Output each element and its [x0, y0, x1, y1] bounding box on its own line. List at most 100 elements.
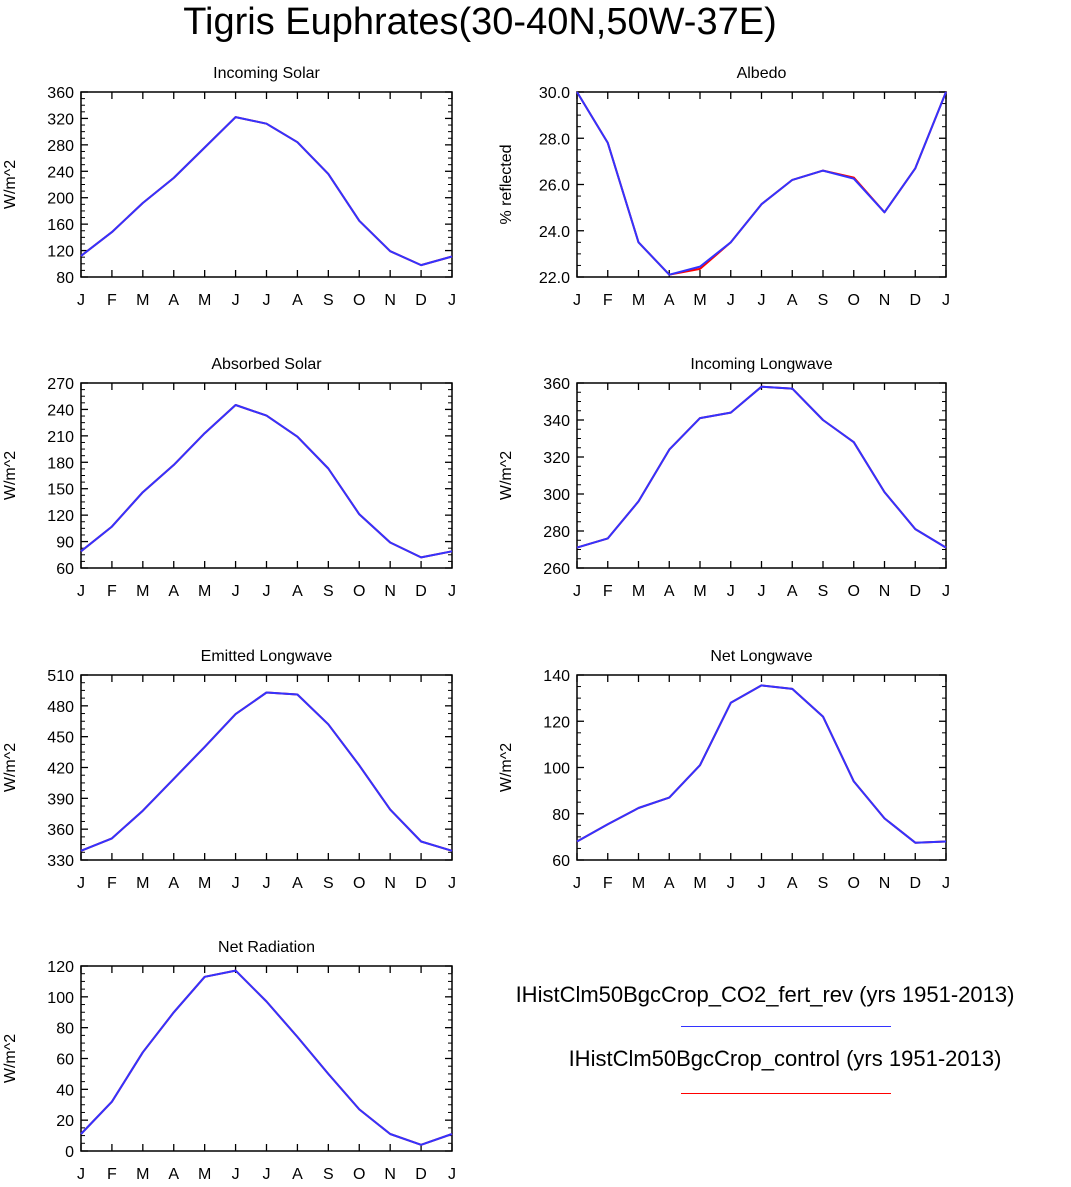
x-tick-label: A: [664, 875, 675, 892]
x-tick-label: J: [573, 875, 581, 892]
series-line-co2-fert-rev: [80, 116, 453, 267]
x-tick-label: J: [448, 875, 456, 892]
y-axis-label: W/m^2: [2, 1034, 19, 1083]
x-tick-label: O: [353, 583, 365, 600]
plot-frame: [80, 965, 453, 1152]
series-line-co2-fert-rev: [576, 385, 947, 549]
y-tick-label: 240: [47, 164, 74, 181]
legend-line-co2-fert-rev: [681, 1026, 891, 1027]
y-tick-label: 26.0: [539, 178, 570, 195]
y-tick-label: 160: [47, 217, 74, 234]
y-tick-label: 20: [56, 1113, 74, 1130]
x-tick-label: M: [693, 583, 706, 600]
y-tick-label: 100: [47, 990, 74, 1007]
y-tick-label: 120: [47, 508, 74, 525]
legend-label-co2-fert-rev: IHistClm50BgcCrop_CO2_fert_rev (yrs 1951…: [515, 982, 1015, 1007]
x-tick-label: A: [787, 583, 798, 600]
panel-title: Absorbed Solar: [211, 356, 322, 373]
x-tick-label: A: [292, 292, 303, 309]
x-tick-label: A: [664, 292, 675, 309]
y-tick-label: 280: [543, 524, 570, 541]
x-tick-label: S: [323, 875, 334, 892]
x-tick-label: A: [787, 292, 798, 309]
x-tick-label: J: [263, 583, 271, 600]
series-line-control: [576, 385, 947, 549]
x-tick-label: D: [909, 875, 921, 892]
plot-frame: [576, 382, 947, 569]
x-tick-label: M: [632, 875, 645, 892]
y-tick-label: 0: [65, 1144, 74, 1161]
series-line-control: [576, 684, 947, 844]
chart-panel-0: Incoming Solar W/m^2 80 120 160 200 240 280 320 3…: [2, 65, 456, 309]
x-tick-label: M: [136, 875, 149, 892]
y-axis-label: W/m^2: [2, 743, 19, 792]
y-tick-label: 260: [543, 561, 570, 578]
x-tick-label: N: [879, 875, 891, 892]
x-tick-label: J: [77, 583, 85, 600]
y-tick-label: 22.0: [539, 270, 570, 287]
series-line-co2-fert-rev: [80, 969, 453, 1146]
x-tick-label: S: [818, 583, 829, 600]
x-tick-label: J: [448, 1166, 456, 1183]
x-tick-label: M: [632, 583, 645, 600]
plot-frame: [576, 91, 947, 278]
y-axis-label: % reflected: [498, 144, 515, 224]
x-tick-label: O: [848, 583, 860, 600]
y-tick-label: 60: [56, 561, 74, 578]
y-tick-label: 320: [543, 450, 570, 467]
x-tick-label: D: [415, 583, 427, 600]
x-tick-label: J: [758, 875, 766, 892]
y-tick-label: 80: [552, 807, 570, 824]
x-tick-label: A: [168, 1166, 179, 1183]
x-tick-label: O: [848, 875, 860, 892]
x-tick-label: N: [384, 292, 396, 309]
legend-label-control: IHistClm50BgcCrop_control (yrs 1951-2013…: [568, 1046, 1002, 1071]
x-tick-label: J: [942, 875, 950, 892]
x-tick-label: J: [232, 875, 240, 892]
x-tick-label: A: [292, 583, 303, 600]
x-tick-label: N: [384, 583, 396, 600]
x-tick-label: O: [353, 875, 365, 892]
y-tick-label: 270: [47, 376, 74, 393]
x-tick-label: M: [693, 875, 706, 892]
panel-title: Incoming Solar: [213, 65, 320, 82]
series-line-control: [576, 91, 947, 276]
x-tick-label: D: [415, 875, 427, 892]
x-tick-label: F: [107, 1166, 117, 1183]
series-line-co2-fert-rev: [80, 691, 453, 852]
y-tick-label: 80: [56, 270, 74, 287]
y-axis-label: W/m^2: [2, 451, 19, 500]
chart-panel-1: Albedo % reflected 22.0 24.0 26.0 28.0 30.0 J F M…: [498, 65, 950, 309]
chart-panel-5: Net Longwave W/m^2 60 80 100 120 140 J F M A M J J A S O…: [498, 648, 950, 892]
x-tick-label: D: [415, 1166, 427, 1183]
y-tick-label: 120: [543, 714, 570, 731]
y-tick-label: 320: [47, 111, 74, 128]
x-tick-label: F: [107, 875, 117, 892]
x-tick-label: N: [879, 292, 891, 309]
x-tick-label: M: [198, 583, 211, 600]
x-tick-label: J: [942, 583, 950, 600]
y-tick-label: 120: [47, 244, 74, 261]
y-tick-label: 90: [56, 535, 74, 552]
x-tick-label: A: [168, 583, 179, 600]
y-tick-label: 180: [47, 455, 74, 472]
series-line-control: [80, 969, 453, 1146]
y-axis-label: W/m^2: [498, 451, 515, 500]
x-tick-label: F: [603, 875, 613, 892]
y-tick-label: 510: [47, 668, 74, 685]
y-tick-label: 150: [47, 482, 74, 499]
y-tick-label: 360: [47, 85, 74, 102]
y-tick-label: 200: [47, 191, 74, 208]
x-tick-label: J: [727, 292, 735, 309]
y-tick-label: 240: [47, 402, 74, 419]
legend-line-control: [681, 1093, 891, 1094]
panel-title: Net Radiation: [218, 939, 315, 956]
x-tick-label: O: [353, 292, 365, 309]
panel-title: Net Longwave: [710, 648, 812, 665]
y-tick-label: 80: [56, 1021, 74, 1038]
x-tick-label: J: [232, 292, 240, 309]
x-tick-label: M: [632, 292, 645, 309]
x-tick-label: M: [136, 1166, 149, 1183]
plot-frame: [576, 674, 947, 861]
x-tick-label: O: [353, 1166, 365, 1183]
